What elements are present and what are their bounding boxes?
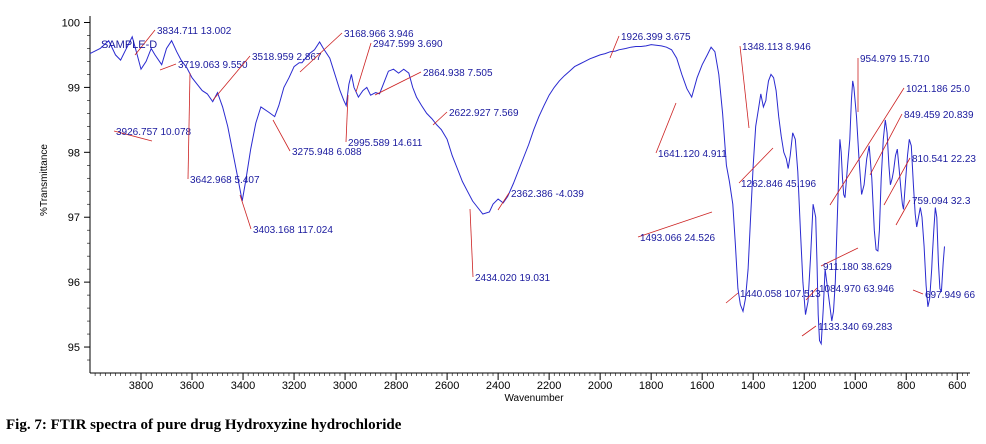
- annotation-layer: 3926.757 10.078 3834.711 13.002 3719.063 9…: [113, 26, 976, 337]
- peak-annotation: 759.094 32.3: [912, 196, 971, 207]
- peak-annotation: 1084.970 63.946: [819, 284, 895, 295]
- annotation-leader: [609, 35, 620, 59]
- annotation-leader: [739, 45, 750, 129]
- series-label: SAMPLE-D: [101, 39, 157, 51]
- annotation-leader: [912, 289, 924, 295]
- y-tick-label: 100: [62, 17, 80, 29]
- annotation-leader: [355, 42, 372, 93]
- peak-annotation: 3168.966 3.946: [344, 29, 414, 40]
- annotation-leader: [239, 194, 252, 230]
- annotation-leader: [805, 287, 818, 301]
- y-tick-label: 96: [68, 277, 80, 289]
- annotation-leader: [134, 29, 156, 56]
- peak-annotation: 849.459 20.839: [904, 110, 974, 121]
- y-tick-label: 95: [68, 342, 80, 354]
- x-tick-label: 600: [948, 380, 966, 392]
- annotation-leader: [869, 113, 903, 176]
- peak-annotation: 3926.757 10.078: [116, 127, 192, 138]
- x-tick-label: 1400: [741, 380, 765, 392]
- annotation-leader: [299, 32, 343, 73]
- peak-annotation: 1641.120 4.911: [658, 149, 727, 160]
- annotation-leader: [497, 192, 510, 211]
- peak-annotation: 697.949 66: [925, 290, 975, 301]
- x-tick-label: 2400: [486, 380, 510, 392]
- peak-annotation: 1493.066 24.526: [640, 233, 716, 244]
- annotation-leader: [159, 63, 177, 71]
- peak-annotation: 2434.020 19.031: [475, 273, 551, 284]
- x-tick-label: 1800: [639, 380, 663, 392]
- figure-caption: Fig. 7: FTIR spectra of pure drug Hydrox…: [6, 417, 402, 433]
- annotation-leader: [801, 325, 817, 337]
- peak-annotation: 1348.113 8.946: [742, 42, 811, 53]
- peak-annotation: 3642.968 5.407: [190, 175, 260, 186]
- annotation-leader: [637, 211, 713, 238]
- peak-annotation: 954.979 15.710: [860, 54, 930, 65]
- peak-annotation: 1021.186 25.0: [906, 84, 970, 95]
- peak-annotation: 1133.340 69.283: [818, 322, 893, 333]
- peak-annotation: 1440.058 107.513: [740, 289, 821, 300]
- annotation-leader: [374, 71, 422, 96]
- axis-ticks: 3800 3600 3400 3200 3000 2800 2600 2400 2200 2000…: [62, 17, 968, 392]
- x-axis-label: Wavenumber: [504, 393, 564, 404]
- annotation-leader: [469, 208, 474, 278]
- peak-annotation: 911.180 38.629: [823, 262, 892, 273]
- annotation-leader: [345, 94, 349, 143]
- annotation-leader: [655, 102, 677, 154]
- y-tick-label: 98: [68, 147, 80, 159]
- series-layer: [89, 35, 945, 346]
- plot-frame: [89, 16, 970, 374]
- annotation-leader: [820, 247, 859, 267]
- x-tick-label: 1200: [792, 380, 816, 392]
- x-tick-label: 2000: [588, 380, 612, 392]
- x-tick-label: 800: [897, 380, 915, 392]
- peak-annotation: 810.541 22.23: [912, 154, 976, 165]
- x-tick-label: 3600: [180, 380, 204, 392]
- peak-annotation: 2622.927 7.569: [449, 108, 519, 119]
- x-tick-label: 3400: [231, 380, 255, 392]
- y-tick-label: 97: [68, 212, 80, 224]
- x-tick-label: 1000: [843, 380, 867, 392]
- x-tick-label: 3200: [282, 380, 306, 392]
- annotation-leader: [272, 119, 291, 152]
- peak-annotation: 1262.846 45.196: [741, 179, 817, 190]
- y-tick-label: 99: [68, 82, 80, 94]
- x-tick-label: 2600: [435, 380, 459, 392]
- y-axis-label: %Transmittance: [39, 144, 50, 216]
- x-tick-label: 2800: [384, 380, 408, 392]
- peak-annotation: 3518.959 2.867: [252, 52, 322, 63]
- annotation-leader: [212, 55, 251, 101]
- peak-annotation: 2362.386 -4.039: [511, 189, 584, 200]
- peak-annotation: 3719.063 9.550: [178, 60, 248, 71]
- spectrum-line: [89, 35, 945, 346]
- peak-annotation: 2995.589 14.611: [348, 138, 423, 149]
- peak-annotation: 3403.168 117.024: [253, 225, 333, 236]
- annotation-leader: [895, 199, 911, 226]
- peak-annotation: 3834.711 13.002: [157, 26, 232, 37]
- annotation-leader: [187, 72, 191, 180]
- annotation-leader: [113, 130, 153, 142]
- peak-annotation: 2864.938 7.505: [423, 68, 493, 79]
- x-tick-label: 3000: [333, 380, 357, 392]
- peak-annotation: 2947.599 3.690: [373, 39, 443, 50]
- annotation-leader: [883, 157, 911, 206]
- x-tick-label: 3800: [129, 380, 153, 392]
- peak-annotation: 3275.948 6.088: [292, 147, 362, 158]
- x-tick-label: 2200: [537, 380, 561, 392]
- x-tick-label: 1600: [690, 380, 714, 392]
- annotation-leader: [738, 147, 774, 184]
- peak-annotation: 1926.399 3.675: [621, 32, 691, 43]
- annotation-leader: [432, 111, 448, 126]
- annotation-leader: [829, 87, 905, 206]
- annotation-leader: [725, 292, 739, 304]
